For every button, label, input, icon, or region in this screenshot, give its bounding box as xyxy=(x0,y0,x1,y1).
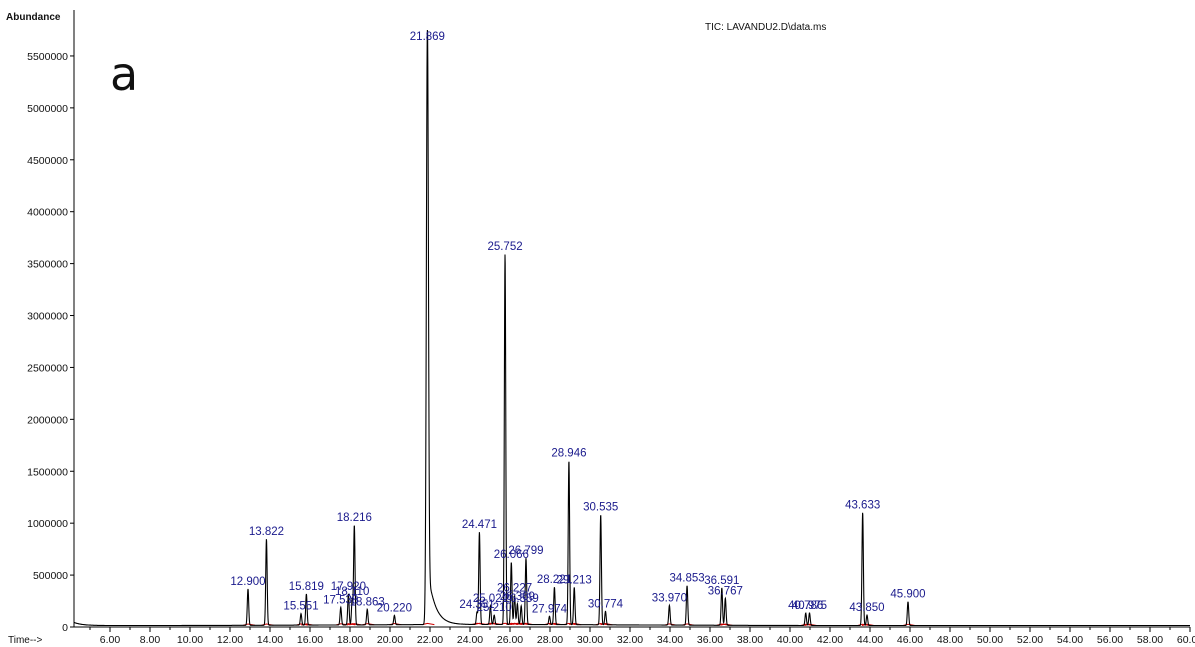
y-tick-label: 2500000 xyxy=(27,362,68,374)
x-tick-label: 20.00 xyxy=(377,634,403,646)
x-tick-label: 22.00 xyxy=(417,634,443,646)
x-tick-label: 26.00 xyxy=(497,634,523,646)
peak-label: 24.471 xyxy=(462,519,497,531)
peak-label: 43.850 xyxy=(849,602,884,614)
x-tick-label: 8.00 xyxy=(140,634,161,646)
peak-label: 28.946 xyxy=(551,448,586,460)
peak-label: 26.799 xyxy=(508,545,543,557)
tic-trace xyxy=(73,29,1190,627)
peak-label: 26.559 xyxy=(504,593,539,605)
peak-label: 13.822 xyxy=(249,526,284,538)
x-tick-label: 58.00 xyxy=(1137,634,1163,646)
axes xyxy=(73,10,1190,628)
y-tick-label: 5000000 xyxy=(27,103,68,115)
y-tick-label: 2000000 xyxy=(27,414,68,426)
y-tick-label: 0 xyxy=(62,622,68,634)
peak-labels: 12.900 13.822 15.551 15.81917.53817.92018.1… xyxy=(230,31,925,615)
peak-label: 15.819 xyxy=(289,581,324,593)
y-tick-label: 5500000 xyxy=(27,51,68,63)
x-tick-label: 60.00 xyxy=(1177,634,1195,646)
peak-label: 36.767 xyxy=(708,585,743,597)
y-tick-label: 3000000 xyxy=(27,311,68,323)
peak-label: 20.220 xyxy=(377,602,412,614)
peak-label: 40.786 xyxy=(788,600,823,612)
peak-label: 34.853 xyxy=(669,573,704,585)
x-tick-label: 48.00 xyxy=(937,634,963,646)
peak-label: 21.869 xyxy=(410,31,445,43)
y-tick-label: 4500000 xyxy=(27,155,68,167)
x-tick-label: 56.00 xyxy=(1097,634,1123,646)
peak-label: 12.900 xyxy=(230,576,265,588)
y-tick-label: 3500000 xyxy=(27,259,68,271)
tic-trace-line xyxy=(73,29,1190,627)
peak-label: 25.021 xyxy=(473,593,508,605)
x-tick-label: 36.00 xyxy=(697,634,723,646)
peak-label: 45.900 xyxy=(890,589,925,601)
x-tick-label: 40.00 xyxy=(777,634,803,646)
peak-label: 25.210 xyxy=(477,602,512,614)
x-tick-label: 38.00 xyxy=(737,634,763,646)
x-tick-label: 10.00 xyxy=(177,634,203,646)
peak-label: 18.110 xyxy=(335,586,369,598)
x-tick-label: 50.00 xyxy=(977,634,1003,646)
y-axis-label: Abundance xyxy=(6,12,61,23)
x-axis-label: Time--> xyxy=(8,635,43,646)
x-tick-label: 32.00 xyxy=(617,634,643,646)
x-tick-label: 18.00 xyxy=(337,634,363,646)
x-tick-label: 44.00 xyxy=(857,634,883,646)
x-tick-label: 42.00 xyxy=(817,634,843,646)
y-tick-label: 1000000 xyxy=(27,518,68,530)
panel-letter: a xyxy=(110,47,138,101)
baseline-segment xyxy=(516,622,529,626)
x-tick-label: 30.00 xyxy=(577,634,603,646)
peak-label: 17.920 xyxy=(331,581,366,593)
peak-label: 29.213 xyxy=(557,574,592,586)
peak-label: 30.774 xyxy=(588,598,624,610)
y-tick-label: 4000000 xyxy=(27,207,68,219)
y-tick-label: 1500000 xyxy=(27,466,68,478)
x-tick-label: 34.00 xyxy=(657,634,683,646)
peak-label: 36.591 xyxy=(704,575,739,587)
x-tick-label: 28.00 xyxy=(537,634,563,646)
x-tick-label: 16.00 xyxy=(297,634,323,646)
peak-label: 26.066 xyxy=(494,549,529,561)
x-tick-label: 52.00 xyxy=(1017,634,1043,646)
peak-label: 30.535 xyxy=(583,502,618,514)
y-axis-ticks: 0 500000 1000000 1500000 2000000 2500000 30000… xyxy=(27,51,74,634)
peak-label: 15.551 xyxy=(283,601,318,613)
x-tick-label: 14.00 xyxy=(257,634,283,646)
peak-label: 17.538 xyxy=(323,594,358,606)
peak-label: 28.221 xyxy=(537,574,572,586)
x-tick-label: 46.00 xyxy=(897,634,923,646)
peak-label: 25.752 xyxy=(487,241,522,253)
peak-label: 18.216 xyxy=(337,512,372,524)
x-tick-label: 24.00 xyxy=(457,634,483,646)
peak-label: 27.974 xyxy=(532,603,568,615)
x-tick-label: 6.00 xyxy=(100,634,121,646)
peak-label: 24.351 xyxy=(459,599,494,611)
x-tick-label: 54.00 xyxy=(1057,634,1083,646)
x-tick-label: 12.00 xyxy=(217,634,243,646)
tic-label: TIC: LAVANDU2.D\data.ms xyxy=(705,22,826,33)
y-tick-label: 500000 xyxy=(33,570,68,582)
peak-label: 26.369 xyxy=(500,591,535,603)
peak-label: 40.975 xyxy=(792,600,827,612)
x-axis-ticks: 6.00 8.00 10.00 12.00 14.00 16.00 18.00 20.00 22… xyxy=(89,627,1195,646)
peak-label: 18.863 xyxy=(350,596,385,608)
peak-label: 26.227 xyxy=(497,582,532,594)
peak-label: 43.633 xyxy=(845,499,880,511)
peak-label: 33.970 xyxy=(652,592,687,604)
